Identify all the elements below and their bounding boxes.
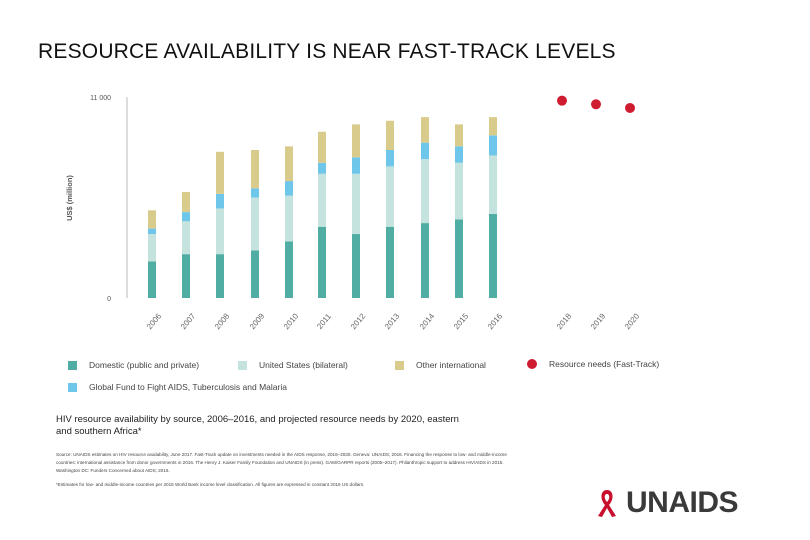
legend-item-domestic: Domestic (public and private) — [68, 360, 199, 370]
x-tick-label: 2012 — [349, 311, 368, 331]
legend-item-us: United States (bilateral) — [238, 360, 348, 370]
bar-segment — [489, 135, 497, 156]
source-note: Source: UNAIDS estimates on HIV resource… — [56, 452, 507, 473]
x-tick-label: 2009 — [248, 311, 267, 331]
bar-segment — [216, 193, 224, 209]
bar-segment — [352, 157, 360, 174]
bar-segment — [489, 117, 497, 136]
slide-title: RESOURCE AVAILABILITY IS NEAR FAST-TRACK… — [38, 40, 616, 63]
x-tick-label: 2019 — [589, 311, 608, 331]
legend-swatch-global-fund — [68, 382, 77, 392]
unaids-logo: UNAIDS — [594, 486, 739, 520]
footnote: *Estimates for low- and middle-income co… — [56, 482, 365, 487]
bar-segment — [251, 197, 259, 251]
bar-segment — [386, 166, 394, 227]
bar-segment — [318, 162, 326, 174]
bar-segment — [386, 226, 394, 298]
bar-segment — [352, 234, 360, 298]
bar-segment — [421, 117, 429, 143]
x-tick-label: 2010 — [282, 311, 301, 331]
x-tick-label: 2007 — [179, 311, 198, 331]
bar-segment — [251, 188, 259, 198]
needs-point — [625, 102, 635, 113]
y-tick-label: 11 000 — [90, 95, 111, 102]
bar-segment — [318, 131, 326, 163]
bar-segment — [148, 234, 156, 262]
x-tick-label: 2006 — [145, 311, 164, 331]
bar-segment — [455, 162, 463, 220]
bar-segment — [285, 181, 293, 196]
legend-swatch-needs — [527, 359, 537, 369]
legend-swatch-us — [238, 360, 247, 370]
bar-segment — [148, 210, 156, 229]
chart-caption: HIV resource availability by source, 200… — [56, 414, 459, 437]
bar-segment — [216, 208, 224, 255]
needs-point — [557, 95, 567, 106]
bar-segment — [421, 159, 429, 224]
legend-swatch-other — [395, 360, 404, 370]
bar-segment — [386, 149, 394, 167]
bar-segment — [318, 226, 326, 298]
bar-segment — [285, 195, 293, 242]
legend-label-global-fund: Global Fund to Fight AIDS, Tuberculosis … — [89, 382, 287, 392]
legend-label-needs: Resource needs (Fast-Track) — [549, 359, 660, 369]
bar-segment — [455, 124, 463, 147]
x-tick-label: 2018 — [555, 311, 574, 331]
bar-segment — [182, 212, 190, 222]
bar-segment — [148, 228, 156, 235]
bar-segment — [489, 213, 497, 298]
x-tick-label: 2014 — [418, 311, 437, 331]
bar-segment — [182, 221, 190, 255]
bar-segment — [455, 219, 463, 298]
x-tick-label: 2016 — [486, 311, 505, 331]
bar-segment — [182, 192, 190, 213]
x-tick-label: 2015 — [452, 311, 471, 331]
legend-label-domestic: Domestic (public and private) — [89, 360, 200, 370]
bar-segment — [251, 250, 259, 298]
bar-segment — [455, 146, 463, 163]
bar-segment — [285, 241, 293, 298]
bar-segment — [148, 261, 156, 298]
legend-label-other: Other international — [416, 360, 486, 370]
legend-item-other: Other international — [395, 360, 486, 370]
bar-segment — [251, 149, 259, 189]
legend-swatch-domestic — [68, 360, 77, 370]
y-tick-label: 0 — [107, 296, 111, 303]
y-axis-label: US$ (million) — [65, 175, 74, 221]
bar-segment — [489, 155, 497, 214]
bar-segment — [182, 254, 190, 298]
needs-point — [591, 99, 601, 110]
legend-item-global-fund: Global Fund to Fight AIDS, Tuberculosis … — [68, 382, 287, 392]
bar-segment — [421, 142, 429, 160]
bar-segment — [216, 151, 224, 194]
legend-item-needs: Resource needs (Fast-Track) — [527, 359, 659, 369]
bar-segment — [386, 120, 394, 150]
bar-segment — [352, 124, 360, 158]
x-tick-label: 2008 — [213, 311, 232, 331]
bar-segment — [318, 173, 326, 227]
x-tick-label: 2013 — [383, 311, 402, 331]
logo-text: UNAIDS — [626, 486, 739, 519]
x-tick-label: 2020 — [623, 311, 642, 331]
legend-label-us: United States (bilateral) — [259, 360, 348, 370]
bar-chart: 11 000 0 US$ (million) 2006 2007 2008 2009 2010… — [65, 95, 642, 331]
red-ribbon-icon — [598, 490, 616, 517]
bar-segment — [216, 254, 224, 298]
bar-segment — [352, 173, 360, 235]
bar-segment — [421, 223, 429, 298]
x-tick-label: 2011 — [315, 311, 333, 330]
bar-segment — [285, 146, 293, 182]
